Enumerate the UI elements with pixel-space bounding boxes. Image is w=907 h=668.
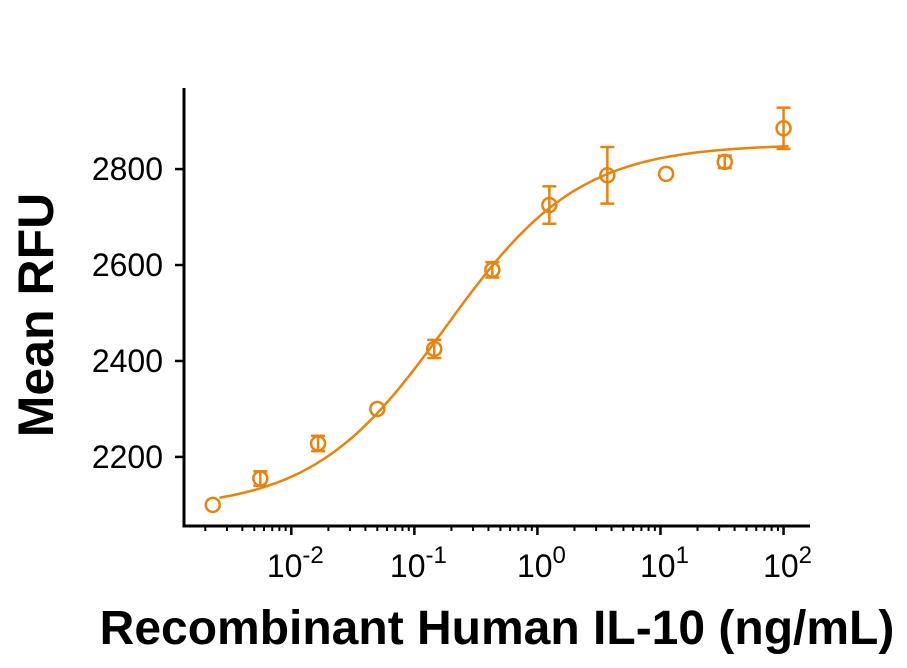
y-tick-label: 2200 (92, 439, 163, 475)
data-point (541, 196, 558, 214)
data-point (657, 165, 675, 183)
x-tick-label: 100 (517, 542, 566, 584)
y-tick-label: 2600 (92, 247, 163, 283)
data-point (252, 470, 269, 487)
data-point (775, 120, 792, 137)
y-axis-title: Mean RFU (8, 192, 64, 438)
data-point (484, 261, 501, 279)
x-axis-title: Recombinant Human IL-10 (ng/mL) (99, 602, 895, 655)
x-tick-label: 10-1 (390, 542, 447, 584)
fit-curve (219, 145, 789, 500)
data-point (204, 496, 222, 514)
x-tick-label: 102 (763, 542, 812, 584)
data-point (716, 153, 734, 171)
data-point (309, 435, 327, 452)
y-tick-label: 2800 (92, 151, 163, 187)
data-point (425, 340, 443, 358)
data-point (369, 400, 386, 418)
y-tick-label: 2400 (92, 343, 163, 379)
x-tick-label: 10-2 (267, 542, 324, 584)
x-tick-label: 101 (640, 542, 689, 584)
data-point (599, 167, 616, 184)
